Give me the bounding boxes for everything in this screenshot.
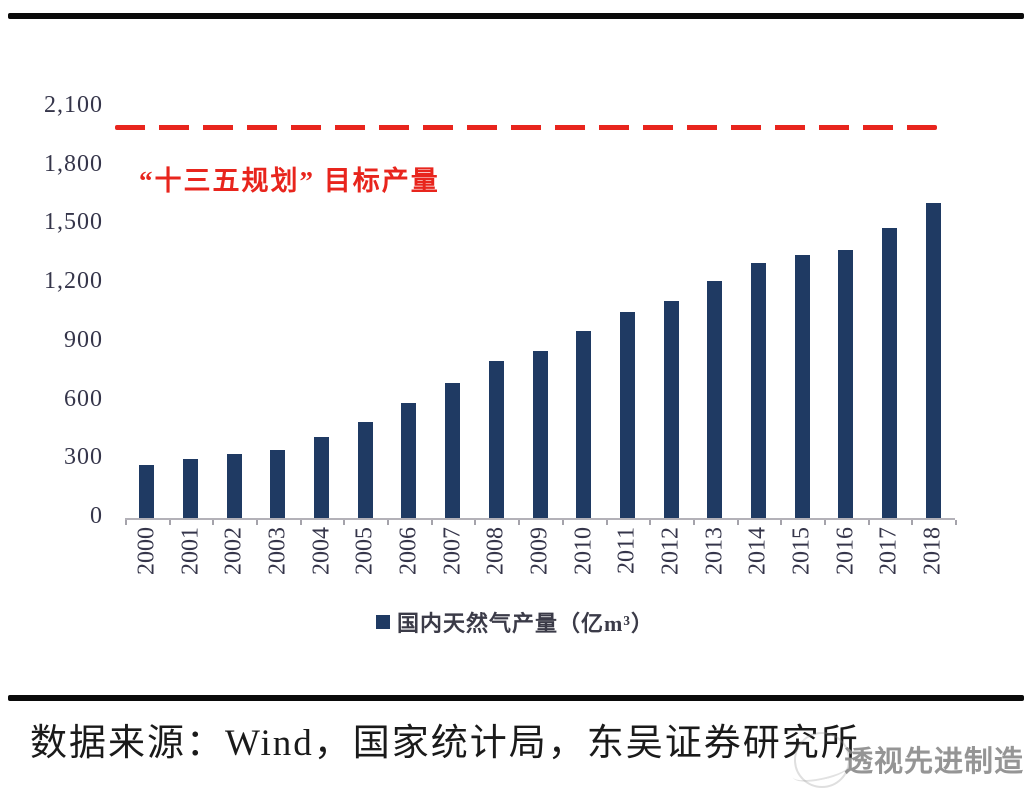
y-tick-label: 600	[64, 385, 103, 412]
axis-tick	[474, 520, 477, 525]
bar-2008	[488, 360, 504, 518]
x-tick-label: 2001	[177, 527, 204, 575]
bar-2009	[532, 351, 548, 518]
bar-2004	[314, 436, 330, 518]
bar-2001	[183, 458, 199, 518]
x-tick-label: 2016	[832, 527, 859, 575]
axis-tick	[649, 520, 652, 525]
axis-tick	[955, 520, 957, 525]
axis-tick	[430, 520, 433, 525]
y-tick-label: 0	[90, 503, 103, 529]
x-tick-label: 2017	[875, 527, 902, 575]
target-line-label: “十三五规划” 目标产量	[139, 166, 440, 196]
x-tick-label: 2010	[570, 527, 597, 575]
x-tick-label: 2009	[526, 527, 553, 575]
axis-tick	[561, 520, 564, 525]
globe-logo-icon	[794, 732, 850, 788]
target-dashed-line	[115, 124, 937, 130]
y-tick-label: 900	[64, 326, 103, 353]
axis-tick	[911, 520, 914, 525]
bar-2002	[226, 454, 242, 518]
bar-2000	[139, 464, 155, 518]
x-tick-label: 2000	[133, 527, 160, 575]
x-tick-label: 2004	[308, 527, 335, 575]
bar-2015	[794, 254, 810, 518]
bar-2003	[270, 449, 286, 518]
y-tick-label: 2,100	[44, 92, 103, 118]
x-tick-label: 2014	[744, 527, 771, 575]
y-tick-label: 1,500	[44, 209, 103, 236]
watermark: 透视先进制造	[788, 728, 1028, 790]
x-tick-label: 2012	[657, 527, 684, 575]
bar-2017	[881, 228, 897, 518]
axis-tick	[168, 520, 171, 525]
bar-2006	[401, 403, 417, 518]
y-tick-label: 1,200	[44, 268, 103, 295]
axis-tick	[823, 520, 826, 525]
bar-2012	[663, 301, 679, 518]
bottom-divider	[8, 695, 1024, 701]
bar-2005	[357, 421, 373, 518]
axis-tick	[299, 520, 302, 525]
chart-legend: 国内天然气产量（亿m³）	[0, 606, 1030, 638]
x-tick-label: 2015	[788, 527, 815, 575]
axis-tick	[692, 520, 695, 525]
y-tick-label: 300	[64, 444, 103, 471]
bar-2016	[838, 250, 854, 518]
x-tick-label: 2002	[220, 527, 247, 575]
plot-area: “十三五规划” 目标产量	[115, 107, 955, 520]
x-tick-label: 2013	[701, 527, 728, 575]
bar-2007	[445, 382, 461, 518]
bar-2011	[619, 311, 635, 518]
x-tick-label: 2008	[482, 527, 509, 575]
bar-2013	[707, 281, 723, 518]
bar-2010	[576, 330, 592, 518]
axis-tick	[867, 520, 870, 525]
x-tick-label: 2006	[395, 527, 422, 575]
axis-tick	[736, 520, 739, 525]
x-tick-label: 2007	[439, 527, 466, 575]
y-tick-label: 1,800	[44, 150, 103, 177]
x-tick-label: 2003	[264, 527, 291, 575]
top-divider	[8, 13, 1024, 19]
bar-2014	[750, 263, 766, 518]
axis-tick	[343, 520, 346, 525]
axis-tick	[780, 520, 783, 525]
legend-marker-square	[376, 615, 391, 629]
axis-tick	[125, 520, 127, 525]
legend-series-label: 国内天然气产量（亿m³）	[397, 611, 654, 636]
axis-tick	[387, 520, 390, 525]
axis-tick	[518, 520, 521, 525]
data-source-text: 数据来源：Wind，国家统计局，东吴证券研究所	[30, 723, 860, 764]
x-tick-label: 2011	[613, 527, 640, 575]
axis-tick	[256, 520, 259, 525]
watermark-text: 透视先进制造	[844, 746, 1025, 778]
axis-tick	[605, 520, 608, 525]
axis-tick	[212, 520, 215, 525]
x-tick-label: 2018	[919, 527, 946, 575]
bar-2018	[925, 202, 941, 518]
x-tick-label: 2005	[351, 527, 378, 575]
